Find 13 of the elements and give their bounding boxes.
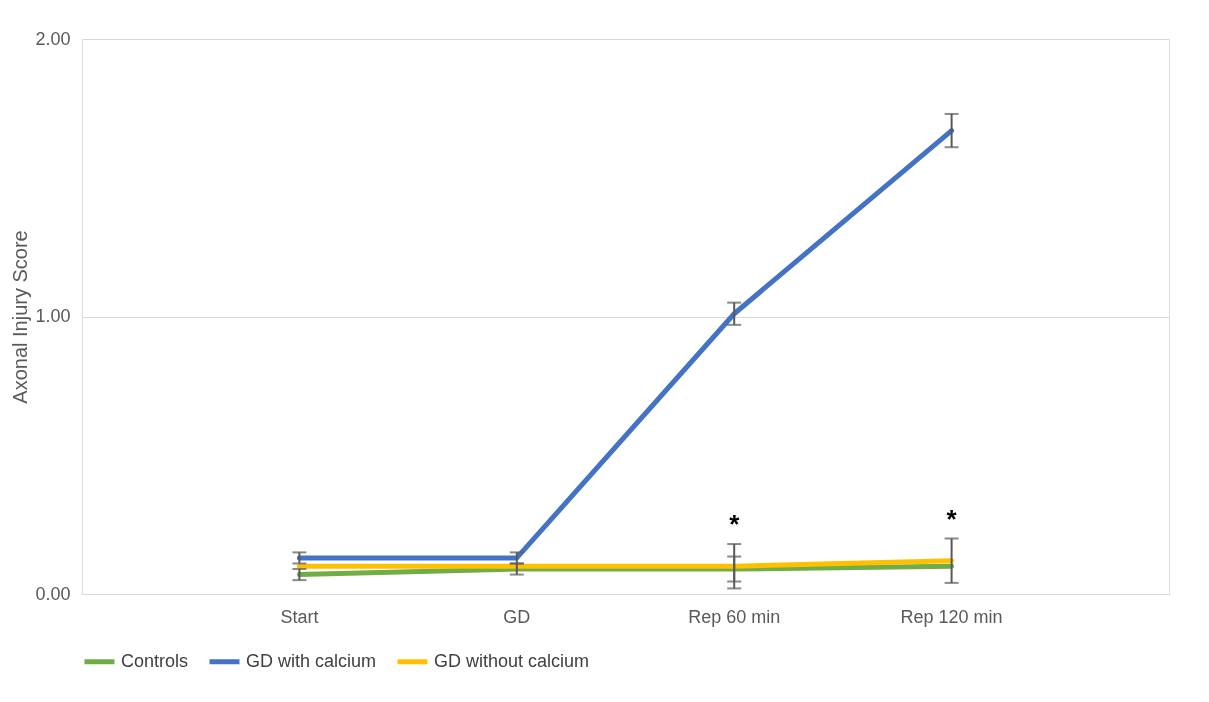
x-tick-label: GD — [503, 606, 531, 627]
annotation: * — [729, 509, 741, 540]
x-tick-label: Start — [280, 606, 319, 627]
legend-label: GD with calcium — [246, 650, 377, 671]
y-axis-title: Axonal Injury Score — [9, 230, 32, 404]
y-tick-label: 1.00 — [35, 306, 71, 326]
annotation: * — [946, 503, 958, 534]
x-tick-label: Rep 60 min — [688, 606, 781, 627]
legend-label: GD without calcium — [434, 650, 590, 671]
y-tick-label: 2.00 — [35, 28, 71, 49]
legend-label: Controls — [121, 650, 189, 671]
y-tick-label: 0.00 — [35, 583, 71, 604]
x-tick-label: Rep 120 min — [900, 606, 1003, 627]
